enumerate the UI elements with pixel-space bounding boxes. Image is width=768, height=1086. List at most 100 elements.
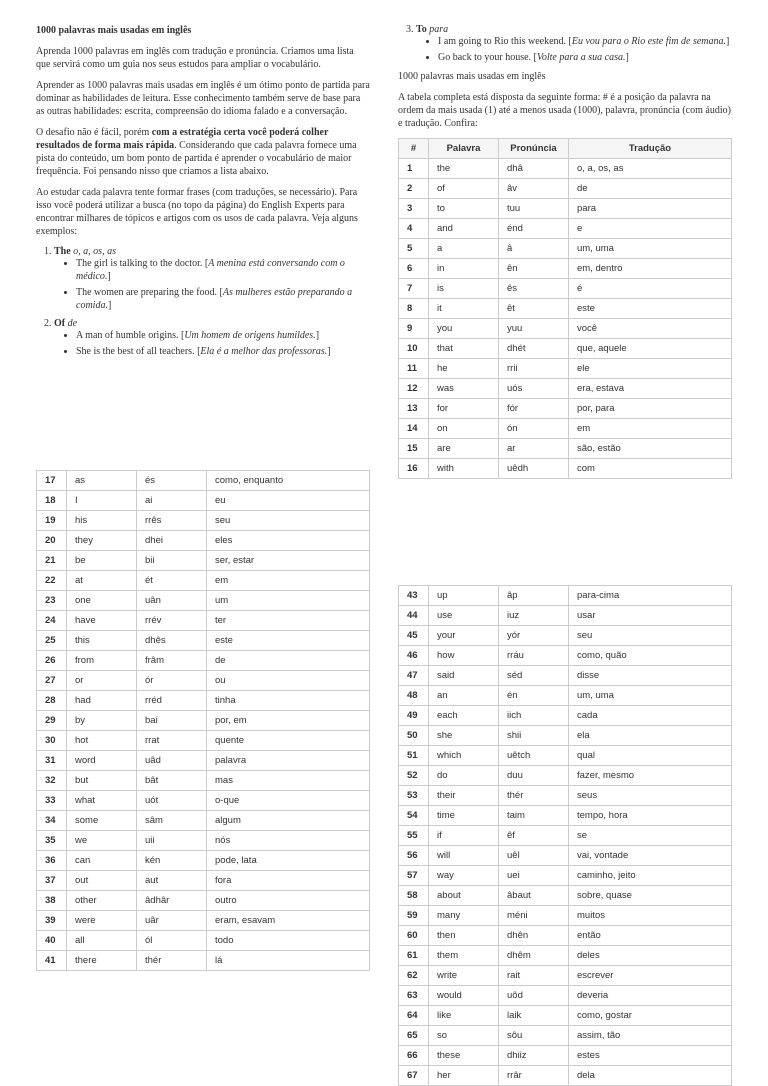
intro-1: Aprenda 1000 palavras em inglês com trad… xyxy=(36,45,370,71)
table-cell: quente xyxy=(207,731,370,751)
table-cell: 7 xyxy=(399,279,429,299)
table-cell: ól xyxy=(137,931,207,951)
table-row: 6inênem, dentro xyxy=(399,259,732,279)
table-cell: he xyxy=(429,359,499,379)
table-cell: 47 xyxy=(399,666,429,686)
table-cell: 11 xyxy=(399,359,429,379)
table-row: 55ifêfse xyxy=(399,826,732,846)
table-cell: from xyxy=(67,651,137,671)
table-cell: their xyxy=(429,786,499,806)
table-cell: which xyxy=(429,746,499,766)
table-cell: in xyxy=(429,259,499,279)
table-cell: 59 xyxy=(399,906,429,926)
example-to: To para I am going to Rio this weekend. … xyxy=(416,24,732,64)
table-cell: se xyxy=(569,826,732,846)
table-cell: had xyxy=(67,691,137,711)
table-cell: uâd xyxy=(137,751,207,771)
table-cell: 36 xyxy=(37,851,67,871)
table-cell: be xyxy=(67,551,137,571)
table-row: 59manyménimuitos xyxy=(399,906,732,926)
table-cell: âdhâr xyxy=(137,891,207,911)
table-cell: então xyxy=(569,926,732,946)
table-cell: este xyxy=(207,631,370,651)
table-cell: ser, estar xyxy=(207,551,370,571)
example-item: The girl is talking to the doctor. [A me… xyxy=(76,257,370,283)
table-row: 8itêteste xyxy=(399,299,732,319)
table-cell: write xyxy=(429,966,499,986)
table-cell: but xyxy=(67,771,137,791)
table-cell: caminho, jeito xyxy=(569,866,732,886)
table-cell: bât xyxy=(137,771,207,791)
table-cell: que, aquele xyxy=(569,339,732,359)
table-header: Pronúncia xyxy=(499,139,569,159)
table-row: 4andénde xyxy=(399,219,732,239)
table-cell: uêdh xyxy=(499,459,569,479)
table-cell: and xyxy=(429,219,499,239)
table-cell: estes xyxy=(569,1046,732,1066)
table-cell: seu xyxy=(207,511,370,531)
table-cell: will xyxy=(429,846,499,866)
table-cell: rait xyxy=(499,966,569,986)
table-cell: ela xyxy=(569,726,732,746)
table-cell: uei xyxy=(499,866,569,886)
table-cell: em xyxy=(207,571,370,591)
table-row: 62writeraitescrever xyxy=(399,966,732,986)
table-cell: iuz xyxy=(499,606,569,626)
table-cell: 54 xyxy=(399,806,429,826)
table-row: 29bybaipor, em xyxy=(37,711,370,731)
example-of: Of de A man of humble origins. [Um homem… xyxy=(54,318,370,358)
table-cell: 6 xyxy=(399,259,429,279)
table-cell: de xyxy=(569,179,732,199)
table-cell: era, estava xyxy=(569,379,732,399)
table-cell: 45 xyxy=(399,626,429,646)
table-row: 65sosôuassim, tão xyxy=(399,1026,732,1046)
table-cell: em, dentro xyxy=(569,259,732,279)
intro-3: O desafio não é fácil, porém com a estra… xyxy=(36,126,370,178)
table-cell: seus xyxy=(569,786,732,806)
table-cell: âv xyxy=(499,179,569,199)
table-row: 34somesâmalgum xyxy=(37,811,370,831)
table-cell: 46 xyxy=(399,646,429,666)
table-cell: 62 xyxy=(399,966,429,986)
table-row: 37outautfora xyxy=(37,871,370,891)
table-row: 47saidséddisse xyxy=(399,666,732,686)
table-cell: deveria xyxy=(569,986,732,1006)
table-cell: are xyxy=(429,439,499,459)
table-cell: 26 xyxy=(37,651,67,671)
table-cell: rrév xyxy=(137,611,207,631)
table-cell: como, quão xyxy=(569,646,732,666)
table-cell: 18 xyxy=(37,491,67,511)
table-cell: rráu xyxy=(499,646,569,666)
table-cell: or xyxy=(67,671,137,691)
table-cell: how xyxy=(429,646,499,666)
table-cell: mas xyxy=(207,771,370,791)
table-cell: o-que xyxy=(207,791,370,811)
table-cell: o, a, os, as xyxy=(569,159,732,179)
table-cell: uôd xyxy=(499,986,569,1006)
table-row: 54timetaimtempo, hora xyxy=(399,806,732,826)
table-row: 12wasuósera, estava xyxy=(399,379,732,399)
table-row: 64likelaikcomo, gostar xyxy=(399,1006,732,1026)
table-cell: 14 xyxy=(399,419,429,439)
table-cell: 55 xyxy=(399,826,429,846)
table-cell: dhês xyxy=(137,631,207,651)
table-cell: at xyxy=(67,571,137,591)
table-row: 23oneuânum xyxy=(37,591,370,611)
table-cell: 51 xyxy=(399,746,429,766)
table-cell: 48 xyxy=(399,686,429,706)
table-cell: para xyxy=(569,199,732,219)
table-cell: bai xyxy=(137,711,207,731)
table-cell: tuu xyxy=(499,199,569,219)
table-row: 43upâppara-cima xyxy=(399,586,732,606)
table-cell: 19 xyxy=(37,511,67,531)
table-cell: 32 xyxy=(37,771,67,791)
table-cell: each xyxy=(429,706,499,726)
table-cell: é xyxy=(569,279,732,299)
table-cell: por, em xyxy=(207,711,370,731)
table-cell: ên xyxy=(499,259,569,279)
table-cell: what xyxy=(67,791,137,811)
table-cell: outro xyxy=(207,891,370,911)
table-row: 16withuêdhcom xyxy=(399,459,732,479)
table-row: 7isêsé xyxy=(399,279,732,299)
table-row: 3totuupara xyxy=(399,199,732,219)
